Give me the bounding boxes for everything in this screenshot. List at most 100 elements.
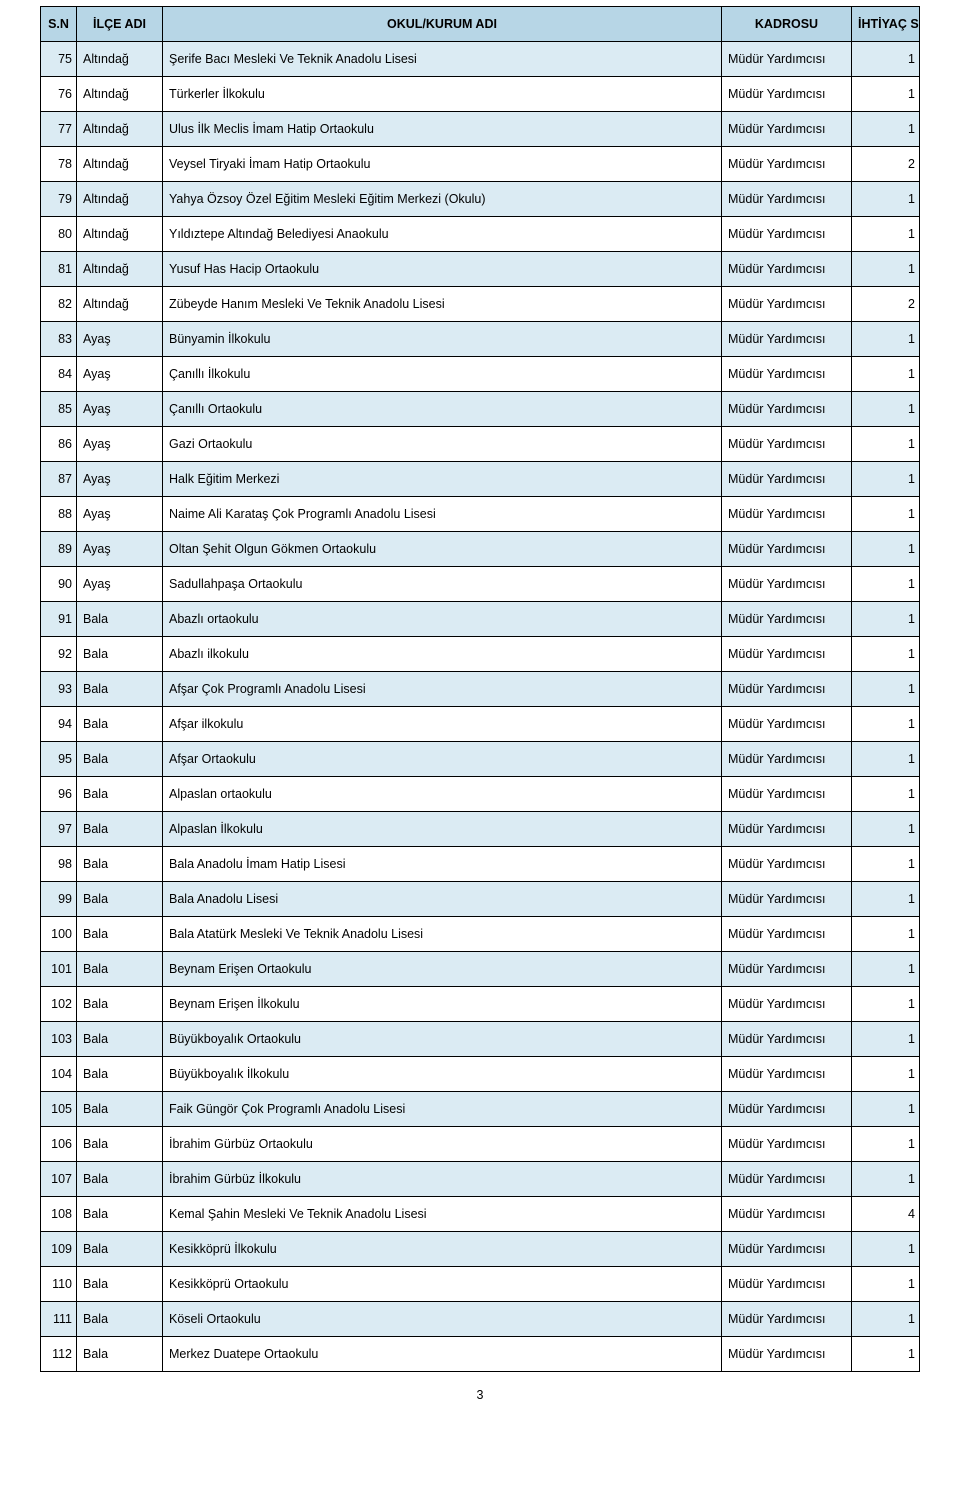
table-row: 101BalaBeynam Erişen OrtaokuluMüdür Yard… (41, 952, 920, 987)
header-sn: S.N (41, 7, 77, 42)
cell-kadro: Müdür Yardımcısı (722, 1057, 852, 1092)
cell-sn: 85 (41, 392, 77, 427)
cell-kadro: Müdür Yardımcısı (722, 77, 852, 112)
cell-okul: Bünyamin İlkokulu (163, 322, 722, 357)
cell-ihtiyac: 1 (852, 742, 920, 777)
table-row: 87AyaşHalk Eğitim MerkeziMüdür Yardımcıs… (41, 462, 920, 497)
cell-ihtiyac: 1 (852, 392, 920, 427)
cell-ihtiyac: 1 (852, 322, 920, 357)
cell-okul: Afşar ilkokulu (163, 707, 722, 742)
table-row: 99BalaBala Anadolu LisesiMüdür Yardımcıs… (41, 882, 920, 917)
cell-okul: Beynam Erişen İlkokulu (163, 987, 722, 1022)
cell-sn: 108 (41, 1197, 77, 1232)
cell-sn: 104 (41, 1057, 77, 1092)
cell-ilce: Ayaş (77, 322, 163, 357)
cell-kadro: Müdür Yardımcısı (722, 182, 852, 217)
cell-okul: Kesikköprü Ortaokulu (163, 1267, 722, 1302)
cell-sn: 95 (41, 742, 77, 777)
cell-okul: Bala Anadolu İmam Hatip Lisesi (163, 847, 722, 882)
table-row: 91BalaAbazlı ortaokuluMüdür Yardımcısı1 (41, 602, 920, 637)
table-row: 97BalaAlpaslan İlkokuluMüdür Yardımcısı1 (41, 812, 920, 847)
cell-ihtiyac: 1 (852, 987, 920, 1022)
header-ilce: İLÇE ADI (77, 7, 163, 42)
cell-sn: 101 (41, 952, 77, 987)
cell-okul: Yahya Özsoy Özel Eğitim Mesleki Eğitim M… (163, 182, 722, 217)
cell-sn: 75 (41, 42, 77, 77)
cell-ilce: Bala (77, 917, 163, 952)
cell-ilce: Bala (77, 707, 163, 742)
cell-sn: 97 (41, 812, 77, 847)
table-row: 96BalaAlpaslan ortaokuluMüdür Yardımcısı… (41, 777, 920, 812)
cell-ilce: Bala (77, 1057, 163, 1092)
cell-okul: Oltan Şehit Olgun Gökmen Ortaokulu (163, 532, 722, 567)
cell-ilce: Ayaş (77, 532, 163, 567)
table-header-row: S.N İLÇE ADI OKUL/KURUM ADI KADROSU İHTİ… (41, 7, 920, 42)
cell-okul: Yıldıztepe Altındağ Belediyesi Anaokulu (163, 217, 722, 252)
table-row: 111BalaKöseli OrtaokuluMüdür Yardımcısı1 (41, 1302, 920, 1337)
cell-ihtiyac: 1 (852, 882, 920, 917)
cell-kadro: Müdür Yardımcısı (722, 1092, 852, 1127)
cell-okul: Büyükboyalık Ortaokulu (163, 1022, 722, 1057)
cell-kadro: Müdür Yardımcısı (722, 882, 852, 917)
cell-ilce: Altındağ (77, 252, 163, 287)
table-row: 110BalaKesikköprü OrtaokuluMüdür Yardımc… (41, 1267, 920, 1302)
cell-kadro: Müdür Yardımcısı (722, 42, 852, 77)
cell-ihtiyac: 1 (852, 1022, 920, 1057)
cell-ihtiyac: 1 (852, 532, 920, 567)
cell-sn: 81 (41, 252, 77, 287)
cell-ilce: Bala (77, 637, 163, 672)
cell-ihtiyac: 1 (852, 952, 920, 987)
cell-okul: Kemal Şahin Mesleki Ve Teknik Anadolu Li… (163, 1197, 722, 1232)
cell-kadro: Müdür Yardımcısı (722, 672, 852, 707)
cell-ilce: Altındağ (77, 112, 163, 147)
cell-ilce: Bala (77, 1022, 163, 1057)
cell-sn: 80 (41, 217, 77, 252)
cell-ilce: Altındağ (77, 77, 163, 112)
cell-ihtiyac: 2 (852, 287, 920, 322)
page: S.N İLÇE ADI OKUL/KURUM ADI KADROSU İHTİ… (0, 0, 960, 1422)
cell-kadro: Müdür Yardımcısı (722, 1337, 852, 1372)
cell-ihtiyac: 1 (852, 1057, 920, 1092)
cell-ilce: Bala (77, 1232, 163, 1267)
cell-kadro: Müdür Yardımcısı (722, 1232, 852, 1267)
header-okul: OKUL/KURUM ADI (163, 7, 722, 42)
cell-ihtiyac: 1 (852, 637, 920, 672)
page-number: 3 (40, 1388, 920, 1402)
cell-sn: 103 (41, 1022, 77, 1057)
cell-kadro: Müdür Yardımcısı (722, 812, 852, 847)
cell-kadro: Müdür Yardımcısı (722, 917, 852, 952)
cell-kadro: Müdür Yardımcısı (722, 602, 852, 637)
header-ihtiyac: İHTİYAÇ SAYISI (852, 7, 920, 42)
table-row: 104BalaBüyükboyalık İlkokuluMüdür Yardım… (41, 1057, 920, 1092)
table-row: 89AyaşOltan Şehit Olgun Gökmen Ortaokulu… (41, 532, 920, 567)
cell-sn: 83 (41, 322, 77, 357)
cell-kadro: Müdür Yardımcısı (722, 1022, 852, 1057)
table-row: 112BalaMerkez Duatepe OrtaokuluMüdür Yar… (41, 1337, 920, 1372)
cell-ilce: Bala (77, 882, 163, 917)
cell-okul: İbrahim Gürbüz Ortaokulu (163, 1127, 722, 1162)
cell-ihtiyac: 1 (852, 252, 920, 287)
cell-sn: 107 (41, 1162, 77, 1197)
cell-ihtiyac: 1 (852, 112, 920, 147)
cell-sn: 78 (41, 147, 77, 182)
table-row: 90AyaşSadullahpaşa OrtaokuluMüdür Yardım… (41, 567, 920, 602)
table-row: 78AltındağVeysel Tiryaki İmam Hatip Orta… (41, 147, 920, 182)
table-row: 86AyaşGazi OrtaokuluMüdür Yardımcısı1 (41, 427, 920, 462)
cell-ihtiyac: 1 (852, 497, 920, 532)
cell-okul: Sadullahpaşa Ortaokulu (163, 567, 722, 602)
cell-ihtiyac: 1 (852, 1127, 920, 1162)
cell-kadro: Müdür Yardımcısı (722, 322, 852, 357)
cell-ihtiyac: 1 (852, 1267, 920, 1302)
cell-ilce: Bala (77, 602, 163, 637)
cell-ilce: Bala (77, 1162, 163, 1197)
cell-ilce: Bala (77, 1267, 163, 1302)
cell-sn: 98 (41, 847, 77, 882)
cell-okul: Beynam Erişen Ortaokulu (163, 952, 722, 987)
cell-ilce: Bala (77, 812, 163, 847)
cell-sn: 86 (41, 427, 77, 462)
cell-sn: 76 (41, 77, 77, 112)
cell-sn: 77 (41, 112, 77, 147)
cell-ilce: Altındağ (77, 147, 163, 182)
cell-sn: 96 (41, 777, 77, 812)
cell-ilce: Bala (77, 952, 163, 987)
